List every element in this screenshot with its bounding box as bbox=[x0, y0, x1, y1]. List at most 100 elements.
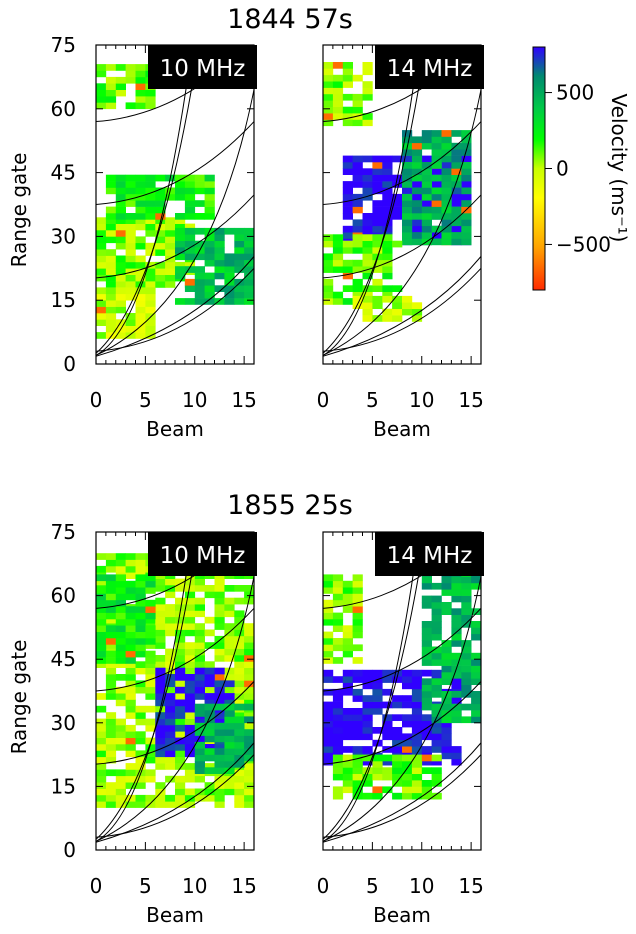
velocity-cell bbox=[105, 76, 117, 84]
velocity-cell bbox=[125, 667, 136, 675]
velocity-cell bbox=[125, 319, 136, 326]
velocity-cell bbox=[125, 274, 136, 282]
y-axis-label: Range gate bbox=[7, 153, 31, 268]
velocity-cell bbox=[411, 701, 423, 709]
velocity-cell bbox=[155, 578, 166, 586]
velocity-cell bbox=[214, 247, 225, 254]
velocity-cell bbox=[323, 81, 334, 88]
velocity-cell bbox=[352, 669, 363, 677]
velocity-cell bbox=[194, 187, 205, 195]
velocity-cell bbox=[323, 739, 334, 747]
velocity-cell bbox=[342, 754, 353, 762]
velocity-cell bbox=[323, 74, 334, 82]
velocity-cell bbox=[431, 684, 442, 692]
velocity-cell bbox=[461, 589, 472, 596]
velocity-cell bbox=[392, 780, 403, 787]
velocity-cell bbox=[441, 703, 452, 711]
y-tick-label: 30 bbox=[51, 224, 76, 248]
velocity-cell bbox=[115, 261, 126, 269]
velocity-cell bbox=[382, 308, 393, 316]
x-tick-label: 0 bbox=[317, 388, 330, 412]
velocity-cell bbox=[115, 657, 126, 664]
y-tick-label: 0 bbox=[63, 838, 76, 862]
velocity-cell bbox=[145, 300, 156, 307]
velocity-cell bbox=[184, 591, 196, 599]
velocity-cell bbox=[323, 285, 334, 292]
velocity-cell bbox=[451, 695, 462, 702]
velocity-cell bbox=[342, 625, 353, 632]
velocity-cell bbox=[115, 699, 126, 707]
velocity-cell bbox=[234, 729, 245, 736]
velocity-cell bbox=[175, 616, 186, 624]
velocity-cell bbox=[165, 699, 176, 707]
velocity-cell bbox=[165, 242, 176, 250]
velocity-cell bbox=[165, 604, 176, 611]
velocity-cell bbox=[372, 240, 383, 248]
velocity-cell bbox=[431, 168, 442, 175]
velocity-cell bbox=[342, 298, 353, 305]
velocity-cell bbox=[431, 678, 442, 685]
velocity-cell bbox=[135, 737, 146, 745]
velocity-cell bbox=[145, 693, 156, 700]
velocity-cell bbox=[184, 712, 196, 719]
y-tick-label: 75 bbox=[51, 33, 76, 57]
velocity-cell bbox=[234, 788, 245, 796]
velocity-cell bbox=[194, 754, 205, 762]
velocity-cell bbox=[411, 308, 423, 316]
velocity-cell bbox=[204, 748, 215, 755]
velocity-cell bbox=[441, 162, 452, 169]
velocity-cell bbox=[165, 236, 176, 244]
velocity-cell bbox=[175, 193, 186, 201]
velocity-cell bbox=[145, 756, 156, 764]
velocity-cell bbox=[224, 291, 235, 299]
velocity-cell bbox=[244, 801, 254, 808]
velocity-cell bbox=[411, 682, 423, 690]
velocity-cell bbox=[125, 213, 136, 220]
velocity-cell bbox=[165, 261, 176, 269]
velocity-cell bbox=[421, 720, 432, 728]
velocity-cell bbox=[461, 691, 472, 698]
velocity-cell bbox=[105, 769, 117, 777]
y-tick-label: 15 bbox=[51, 774, 76, 798]
velocity-cell bbox=[471, 582, 481, 590]
velocity-cell bbox=[135, 638, 146, 645]
velocity-cell bbox=[451, 627, 462, 635]
velocity-cell bbox=[115, 293, 126, 301]
velocity-cell bbox=[115, 580, 126, 588]
velocity-cell bbox=[194, 710, 205, 717]
velocity-cell bbox=[352, 695, 363, 702]
velocity-cell bbox=[125, 242, 136, 250]
velocity-cell bbox=[115, 686, 126, 694]
velocity-cell bbox=[135, 712, 146, 719]
velocity-cell bbox=[441, 136, 452, 144]
velocity-cell bbox=[392, 193, 403, 201]
velocity-cell bbox=[115, 200, 126, 207]
velocity-cell bbox=[234, 610, 245, 618]
contour-arcs bbox=[96, 532, 254, 843]
velocity-cell bbox=[411, 688, 423, 696]
velocity-cell bbox=[332, 657, 344, 664]
velocity-cell bbox=[155, 655, 166, 662]
velocity-cell bbox=[352, 754, 363, 762]
velocity-cell bbox=[352, 625, 363, 632]
x-tick-label: 15 bbox=[231, 874, 256, 898]
velocity-cell bbox=[332, 259, 344, 267]
velocity-cell bbox=[105, 680, 117, 688]
velocity-cell bbox=[431, 652, 442, 660]
velocity-cell bbox=[352, 234, 363, 241]
velocity-cell bbox=[451, 142, 462, 150]
velocity-cell bbox=[234, 703, 245, 711]
velocity-cell bbox=[421, 669, 432, 677]
velocity-cell bbox=[214, 253, 225, 261]
velocity-cell bbox=[234, 285, 245, 292]
velocity-cell bbox=[135, 268, 146, 275]
velocity-cell bbox=[244, 635, 254, 643]
velocity-cell bbox=[421, 792, 432, 800]
velocity-cell bbox=[332, 234, 344, 241]
velocity-cell bbox=[392, 315, 403, 322]
velocity-cell bbox=[214, 754, 225, 762]
velocity-cell bbox=[431, 669, 442, 677]
velocity-cell bbox=[204, 240, 215, 248]
velocity-cell bbox=[224, 693, 235, 700]
